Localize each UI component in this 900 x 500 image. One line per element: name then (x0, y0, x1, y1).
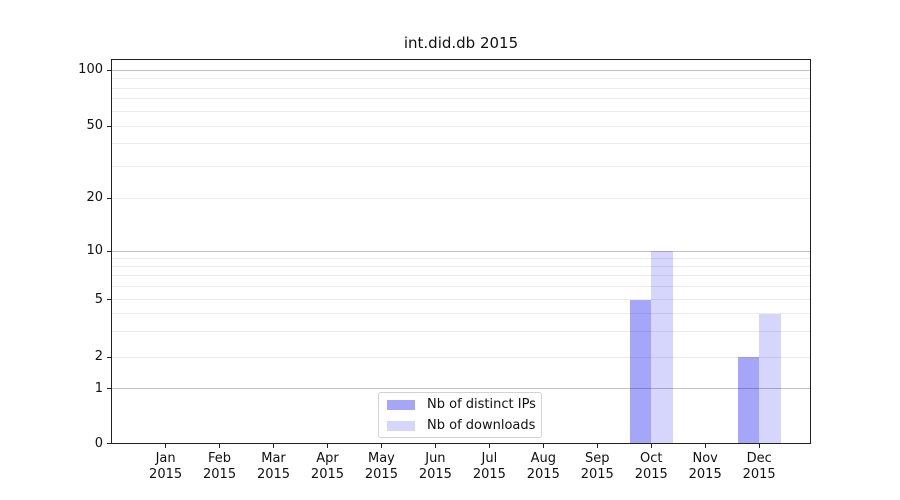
xtick-label-nov: Nov 2015 (688, 451, 722, 482)
xtick-mark-aug (542, 444, 544, 448)
ytick-mark-2 (107, 356, 111, 358)
gridline-minor-8 (112, 266, 810, 268)
ytick-label-100: 100 (78, 62, 103, 77)
gridline-major-10 (112, 250, 810, 252)
xtick-label-apr: Apr 2015 (310, 451, 345, 482)
gridline-minor-80 (112, 87, 810, 89)
bar-downloads-dec (759, 313, 781, 444)
ytick-label-50: 50 (86, 118, 103, 133)
xtick-mark-feb (219, 444, 221, 448)
xtick-mark-apr (326, 444, 328, 448)
gridline-minor-70 (112, 98, 810, 100)
chart-title: int.did.db 2015 (403, 34, 519, 52)
xtick-mark-jul (488, 444, 490, 448)
ytick-mark-100 (107, 69, 111, 71)
gridline-minor-60 (112, 110, 810, 112)
legend-item-distinct-ips: Nb of distinct IPs (387, 394, 541, 415)
ytick-label-2: 2 (94, 349, 103, 364)
xtick-label-aug: Aug 2015 (526, 451, 560, 482)
xtick-label-mar: Mar 2015 (256, 451, 291, 482)
ytick-label-1: 1 (94, 380, 103, 396)
xtick-mark-dec (758, 444, 760, 448)
legend-label-distinct-ips: Nb of distinct IPs (427, 397, 536, 412)
xtick-label-sep: Sep 2015 (580, 451, 614, 482)
gridline-minor-50 (112, 125, 810, 127)
xtick-mark-oct (650, 444, 652, 448)
xtick-label-jun: Jun 2015 (418, 451, 452, 482)
gridline-major-1 (112, 388, 810, 389)
xtick-label-dec: Dec 2015 (742, 451, 776, 482)
legend-label-downloads: Nb of downloads (427, 418, 536, 433)
xtick-mark-jan (165, 444, 167, 448)
gridline-minor-5 (112, 299, 810, 300)
legend-swatch-downloads (387, 420, 415, 431)
ytick-label-5: 5 (94, 291, 103, 307)
xtick-label-oct: Oct 2015 (634, 451, 668, 482)
ytick-mark-10 (107, 250, 111, 252)
gridline-minor-3 (112, 331, 810, 333)
ytick-mark-5 (107, 299, 111, 300)
xtick-label-jan: Jan 2015 (149, 451, 183, 482)
gridline-minor-9 (112, 257, 810, 259)
bar-distinct-ips-oct (629, 299, 652, 444)
ytick-mark-0 (107, 443, 111, 444)
bar-distinct-ips-dec (737, 357, 760, 444)
xtick-mark-jun (434, 444, 436, 448)
xtick-label-feb: Feb 2015 (203, 451, 237, 482)
bar-downloads-oct (651, 251, 673, 444)
ytick-mark-50 (107, 125, 111, 127)
gridline-minor-4 (112, 313, 810, 314)
xtick-label-may: May 2015 (364, 451, 398, 482)
gridline-minor-90 (112, 78, 810, 79)
xtick-mark-mar (273, 444, 275, 448)
ytick-label-10: 10 (86, 243, 103, 258)
ytick-mark-1 (107, 388, 111, 389)
xtick-mark-sep (596, 444, 598, 448)
legend-swatch-distinct-ips (387, 399, 415, 410)
gridline-minor-30 (112, 165, 810, 167)
gridline-major-100 (112, 69, 810, 71)
ytick-mark-20 (107, 197, 111, 199)
gridline-minor-20 (112, 197, 810, 199)
gridline-minor-2 (112, 356, 810, 358)
gridline-minor-6 (112, 286, 810, 288)
xtick-mark-nov (704, 444, 706, 448)
gridline-minor-40 (112, 143, 810, 145)
gridline-minor-7 (112, 275, 810, 277)
legend-item-downloads: Nb of downloads (387, 415, 541, 436)
ytick-label-0: 0 (94, 435, 103, 451)
xtick-mark-may (380, 444, 382, 448)
legend: Nb of distinct IPs Nb of downloads (378, 392, 542, 438)
ytick-label-20: 20 (86, 190, 103, 205)
xtick-label-jul: Jul 2015 (472, 451, 506, 482)
